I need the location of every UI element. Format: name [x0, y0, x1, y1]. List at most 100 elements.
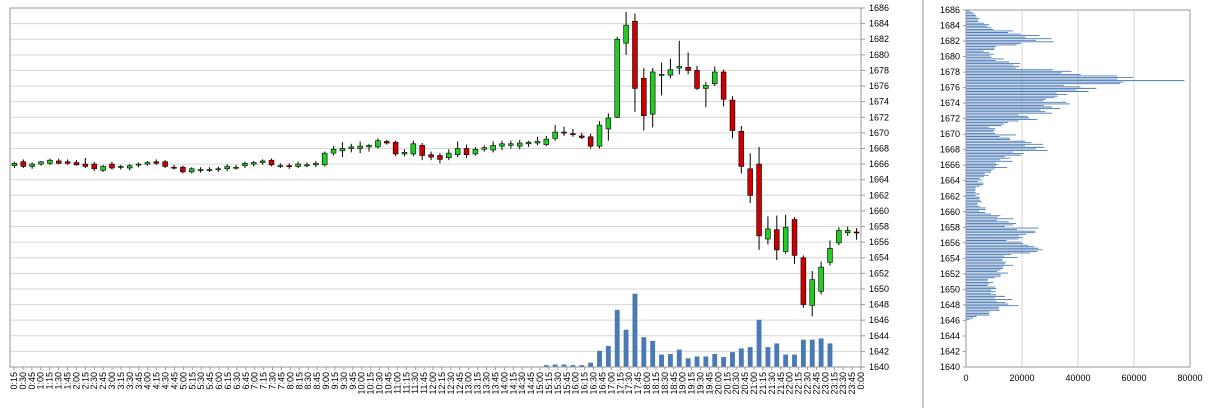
- candlestick: [126, 164, 133, 171]
- time-tick-label: 18:00: [642, 372, 652, 395]
- time-tick-label: 0:15: [9, 372, 19, 390]
- candle-body: [711, 71, 718, 85]
- price-tick-label: 1678: [869, 65, 889, 75]
- time-tick-label: 4:00: [143, 372, 153, 390]
- volume-bar: [827, 343, 833, 367]
- volume-bar: [676, 349, 682, 367]
- candlestick: [384, 139, 390, 145]
- profile-price-tick-label: 1644: [940, 331, 960, 341]
- time-tick-label: 12:00: [428, 372, 438, 395]
- candle-body: [180, 166, 186, 173]
- time-tick-label: 15:45: [562, 372, 572, 395]
- time-tick-label: 15:00: [535, 372, 545, 395]
- time-tick-label: 12:45: [455, 372, 465, 395]
- time-tick-label: 4:15: [152, 372, 162, 390]
- time-tick-label: 21:30: [767, 372, 777, 395]
- candlestick: [525, 140, 532, 147]
- candle-body: [233, 166, 239, 169]
- candlestick: [605, 113, 612, 141]
- candle-body: [215, 168, 222, 171]
- time-tick-label: 6:30: [232, 372, 242, 390]
- profile-price-tick-label: 1682: [940, 36, 960, 46]
- candlestick: [623, 11, 629, 55]
- candle-body: [295, 163, 301, 167]
- price-tick-label: 1646: [869, 315, 889, 325]
- price-tick-label: 1654: [869, 253, 889, 263]
- time-tick-label: 3:45: [134, 372, 144, 390]
- profile-volume-tick-label: 60000: [1121, 373, 1146, 383]
- candlestick: [428, 151, 434, 161]
- candle-body: [446, 152, 452, 159]
- time-tick-label: 6:45: [241, 372, 251, 390]
- time-tick-label: 11:00: [392, 372, 402, 394]
- candlestick: [534, 136, 541, 146]
- time-tick-label: 5:15: [187, 372, 197, 390]
- volume-bar: [579, 365, 585, 367]
- candlestick: [153, 159, 160, 165]
- candlestick: [499, 140, 505, 151]
- price-tick-label: 1684: [869, 19, 889, 29]
- candlestick: [481, 145, 487, 152]
- candlestick: [91, 161, 97, 172]
- candlestick: [277, 163, 284, 168]
- candle-body: [667, 69, 674, 76]
- profile-price-axis: 1640 1642 1644 1646 1648 1650 1652 1654 1656 1658…: [940, 5, 966, 372]
- profile-price-tick-label: 1674: [940, 98, 960, 108]
- candle-body: [809, 279, 815, 306]
- candle-body: [384, 141, 390, 144]
- candlestick: [561, 126, 567, 136]
- time-tick-label: 17:45: [633, 372, 643, 395]
- price-tick-label: 1672: [869, 112, 889, 122]
- time-tick-label: 9:15: [330, 372, 340, 390]
- profile-plot-frame: [965, 9, 1191, 368]
- time-tick-label: 19:15: [687, 372, 697, 395]
- time-tick-label: 22:00: [785, 372, 795, 395]
- candle-body: [472, 148, 479, 155]
- candlestick: [463, 144, 470, 158]
- candle-body: [197, 169, 204, 171]
- candlestick: [144, 160, 151, 166]
- time-tick-label: 9:45: [348, 372, 358, 390]
- volume-bar: [738, 348, 744, 367]
- profile-price-tick-label: 1662: [940, 191, 960, 201]
- volume-bar: [818, 338, 824, 367]
- volume-bar: [543, 365, 549, 367]
- candle-body: [375, 140, 381, 148]
- candle-body: [188, 168, 195, 173]
- candle-body: [11, 163, 18, 166]
- candle-body: [658, 74, 665, 76]
- candle-body: [827, 248, 833, 263]
- candle-body: [508, 143, 514, 146]
- candle-body: [454, 148, 461, 156]
- candle-body: [286, 165, 292, 167]
- candlestick: [437, 153, 443, 164]
- profile-price-tick-label: 1684: [940, 21, 960, 31]
- candle-body: [703, 84, 709, 89]
- time-tick-label: 13:00: [464, 372, 474, 395]
- candlestick: [242, 161, 248, 168]
- candle-body: [109, 163, 115, 169]
- profile-volume-tick-label: 80000: [1177, 373, 1202, 383]
- time-tick-label: 17:30: [624, 372, 634, 395]
- candle-body: [330, 148, 337, 154]
- time-tick-label: 14:30: [517, 372, 527, 395]
- volume-bar: [800, 339, 806, 367]
- candlestick: [206, 167, 213, 172]
- time-tick-label: 11:45: [419, 372, 429, 394]
- time-tick-label: 19:30: [696, 372, 706, 395]
- price-tick-label: 1682: [869, 34, 889, 44]
- candlestick: [357, 141, 363, 154]
- candlestick: [56, 158, 62, 165]
- candle-body: [162, 161, 168, 167]
- candlestick: [703, 82, 709, 108]
- profile-price-tick-label: 1680: [940, 52, 960, 62]
- volume-profile-bars: [966, 10, 1185, 367]
- time-tick-label: 5:30: [196, 372, 206, 390]
- price-tick-label: 1640: [869, 362, 889, 372]
- candle-body: [729, 99, 736, 131]
- candlestick: [392, 140, 399, 157]
- profile-price-tick-label: 1668: [940, 145, 960, 155]
- candlestick: [472, 146, 479, 156]
- time-tick-label: 2:30: [89, 372, 99, 390]
- volume-bar: [570, 365, 576, 367]
